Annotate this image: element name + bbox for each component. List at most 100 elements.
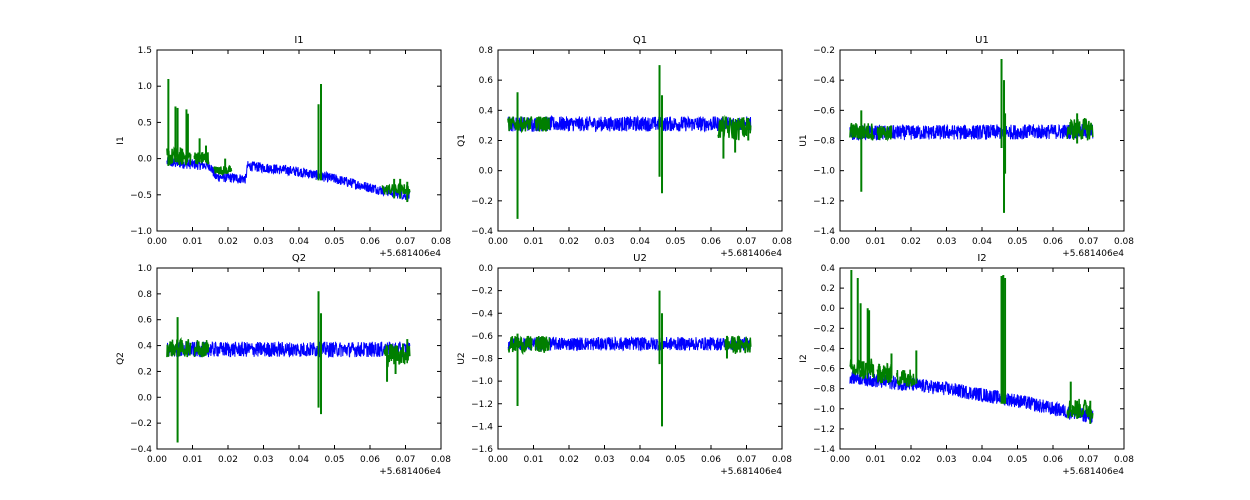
y-axis-label: I2 <box>799 354 809 362</box>
x-tick-label: 0.05 <box>1007 455 1027 465</box>
x-tick-label: 0.05 <box>665 455 685 465</box>
series-line-blue <box>849 123 1094 141</box>
series-segment-green <box>213 164 233 177</box>
x-tick-label: 0.08 <box>1114 455 1134 465</box>
x-tick-label: 0.02 <box>901 237 921 247</box>
x-tick-label: 0.03 <box>594 237 614 247</box>
x-tick-label: 0.04 <box>630 237 650 247</box>
x-tick-label: 0.05 <box>665 237 685 247</box>
x-tick-label: 0.04 <box>972 237 992 247</box>
x-tick-label: 0.06 <box>701 237 721 247</box>
x-tick-label: 0.02 <box>559 455 579 465</box>
x-offset-label: +5.681406e4 <box>1062 467 1124 477</box>
series-segment-green <box>193 340 210 358</box>
x-tick-label: 0.06 <box>1043 237 1063 247</box>
y-tick-label: −0.2 <box>813 46 835 56</box>
y-tick-label: 1.5 <box>138 46 152 56</box>
x-tick-label: 0.05 <box>1007 237 1027 247</box>
x-tick-label: 0.00 <box>147 455 167 465</box>
subplot-title: I2 <box>977 253 986 264</box>
subplot-title: U1 <box>975 35 989 46</box>
y-tick-label: 0.4 <box>138 342 153 352</box>
x-tick-label: 0.05 <box>324 237 344 247</box>
y-tick-label: −0.6 <box>813 365 835 375</box>
x-tick-label: 0.06 <box>1043 455 1063 465</box>
x-tick-label: 0.06 <box>701 455 721 465</box>
x-offset-label: +5.681406e4 <box>720 249 782 259</box>
series-segment-green <box>876 362 893 384</box>
series-segment-green <box>876 125 893 142</box>
x-tick-label: 0.01 <box>523 237 543 247</box>
y-tick-label: 0.4 <box>821 264 836 274</box>
plot-area <box>849 59 1094 213</box>
x-tick-label: 0.05 <box>324 455 344 465</box>
plot-area <box>849 270 1094 425</box>
x-offset-label: +5.681406e4 <box>379 249 441 259</box>
subplot-title: I1 <box>294 35 303 46</box>
subplot-title: U2 <box>633 253 647 264</box>
x-tick-label: 0.07 <box>736 237 756 247</box>
x-tick-label: 0.03 <box>253 237 273 247</box>
y-tick-label: −0.2 <box>813 324 835 334</box>
plot-area <box>166 78 411 203</box>
series-segment-green <box>381 182 411 196</box>
x-tick-label: 0.03 <box>253 455 273 465</box>
y-tick-label: 0.6 <box>479 76 494 86</box>
series-segment-green <box>724 335 752 354</box>
x-tick-label: 0.03 <box>936 237 956 247</box>
y-tick-label: 0.0 <box>821 304 836 314</box>
y-tick-label: −1.0 <box>471 377 493 387</box>
y-tick-label: −0.6 <box>813 106 835 116</box>
y-tick-label: 1.0 <box>138 264 153 274</box>
x-tick-label: 0.07 <box>395 237 415 247</box>
y-tick-label: −1.2 <box>813 425 835 435</box>
series-segment-green <box>534 116 551 132</box>
subplot-i1: 0.00 0.01 0.02 0.03 0.04 0.05 0.06 0.07 0.08 −1.0… <box>116 35 451 259</box>
y-tick-label: 0.2 <box>479 137 493 147</box>
y-tick-label: −1.0 <box>813 167 835 177</box>
subplot-u2: 0.00 0.01 0.02 0.03 0.04 0.05 0.06 0.07 0.08 −1.6… <box>457 253 792 477</box>
x-tick-label: 0.00 <box>830 455 850 465</box>
x-tick-label: 0.08 <box>772 237 792 247</box>
y-tick-label: −0.4 <box>813 76 835 86</box>
axes-frame <box>497 267 783 450</box>
x-tick-label: 0.08 <box>1114 237 1134 247</box>
x-tick-label: 0.04 <box>972 455 992 465</box>
y-tick-label: 0.8 <box>138 290 153 300</box>
y-tick-label: 1.0 <box>138 82 153 92</box>
plot-area <box>507 290 752 427</box>
x-tick-label: 0.07 <box>395 455 415 465</box>
axes-frame <box>839 267 1125 450</box>
y-tick-label: −0.8 <box>471 355 493 365</box>
series-segment-green <box>166 337 192 358</box>
series-segment-green <box>383 343 411 368</box>
x-offset-label: +5.681406e4 <box>379 467 441 477</box>
series-segment-green <box>507 116 533 134</box>
y-tick-label: 0.4 <box>479 106 494 116</box>
y-tick-label: 0.0 <box>479 264 494 274</box>
x-tick-label: 0.04 <box>630 455 650 465</box>
x-tick-label: 0.07 <box>1078 455 1098 465</box>
subplot-q1: 0.00 0.01 0.02 0.03 0.04 0.05 0.06 0.07 0.08 −0.4… <box>457 35 792 259</box>
x-tick-label: 0.02 <box>901 455 921 465</box>
y-tick-label: −1.4 <box>813 227 835 237</box>
x-tick-label: 0.02 <box>218 455 238 465</box>
x-tick-label: 0.07 <box>736 455 756 465</box>
subplot-title: Q2 <box>292 253 306 264</box>
subplot-u1: 0.00 0.01 0.02 0.03 0.04 0.05 0.06 0.07 0.08 −1.4… <box>799 35 1134 259</box>
x-tick-label: 0.02 <box>559 237 579 247</box>
x-tick-label: 0.06 <box>360 455 380 465</box>
y-tick-label: −1.0 <box>813 405 835 415</box>
y-tick-label: −0.2 <box>471 287 493 297</box>
y-tick-label: −0.2 <box>130 419 152 429</box>
y-tick-label: 0.2 <box>821 284 835 294</box>
x-tick-label: 0.02 <box>218 237 238 247</box>
y-tick-label: −1.4 <box>813 445 835 455</box>
series-segment-green <box>1066 398 1094 419</box>
x-tick-label: 0.01 <box>865 237 885 247</box>
x-tick-label: 0.00 <box>147 237 167 247</box>
y-tick-label: −0.4 <box>813 344 835 354</box>
x-tick-label: 0.03 <box>936 455 956 465</box>
plot-area <box>507 65 752 219</box>
